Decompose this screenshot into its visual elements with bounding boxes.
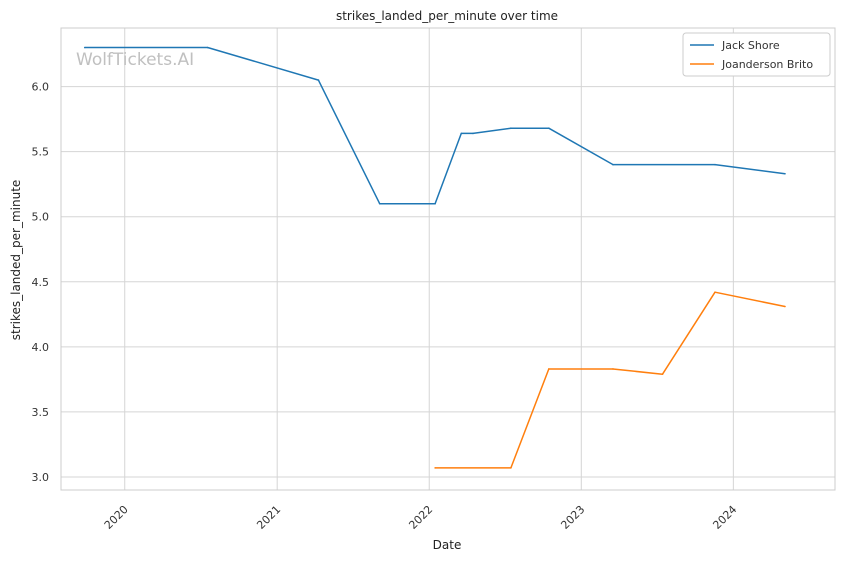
data-point-jack-shore [784, 172, 786, 175]
x-tick-label: 2022 [406, 503, 435, 532]
x-tick-label: 2024 [710, 503, 739, 532]
legend-box [682, 32, 831, 77]
data-point-jack-shore [510, 127, 512, 130]
x-tick-label: 2023 [558, 503, 587, 532]
data-point-jack-shore [460, 132, 463, 135]
data-point-joanderson-brito [661, 373, 664, 375]
grid-lines [61, 28, 835, 490]
y-tick-label: 4.5 [32, 276, 50, 289]
legend-label-jack-shore: Jack Shore [721, 39, 780, 52]
data-point-jack-shore [612, 163, 614, 166]
data-point-joanderson-brito [548, 368, 550, 370]
y-tick-label: 4.0 [32, 341, 50, 354]
y-tick-label: 6.0 [32, 81, 50, 94]
plot-area [60, 27, 836, 491]
data-point-jack-shore [83, 46, 86, 49]
chart-title: strikes_landed_per_minute over time [336, 9, 558, 23]
data-point-jack-shore [206, 46, 209, 49]
data-point-jack-shore [434, 202, 436, 205]
series-line-joanderson-brito [435, 291, 786, 469]
data-point-jack-shore [378, 202, 381, 205]
data-point-joanderson-brito [714, 291, 716, 293]
y-tick-label: 5.0 [32, 211, 50, 224]
x-axis-label: Date [433, 538, 462, 552]
series-layer [83, 46, 786, 469]
tick-labels: 3.0 3.5 4.0 4.5 5.0 5.5 6.0 2020 2021 2022 2023 202… [32, 81, 740, 532]
x-tick-label: 2020 [102, 503, 131, 532]
y-axis-label: strikes_landed_per_minute [9, 180, 23, 341]
data-point-jack-shore [317, 79, 320, 81]
data-point-joanderson-brito [434, 467, 436, 469]
legend: Jack Shore Joanderson Brito [682, 32, 831, 77]
y-tick-label: 5.5 [32, 146, 50, 159]
y-tick-label: 3.5 [32, 406, 50, 419]
data-point-joanderson-brito [784, 305, 786, 308]
data-point-joanderson-brito [510, 467, 512, 469]
x-tick-label: 2021 [254, 503, 283, 532]
data-point-joanderson-brito [612, 368, 614, 370]
data-point-jack-shore [472, 132, 474, 135]
series-line-jack-shore [84, 46, 786, 205]
watermark-text: WolfTickets.AI [76, 50, 194, 70]
data-point-jack-shore [548, 127, 550, 130]
data-point-jack-shore [714, 163, 716, 166]
legend-label-joanderson-brito: Joanderson Brito [721, 58, 813, 71]
y-tick-label: 3.0 [32, 471, 50, 484]
